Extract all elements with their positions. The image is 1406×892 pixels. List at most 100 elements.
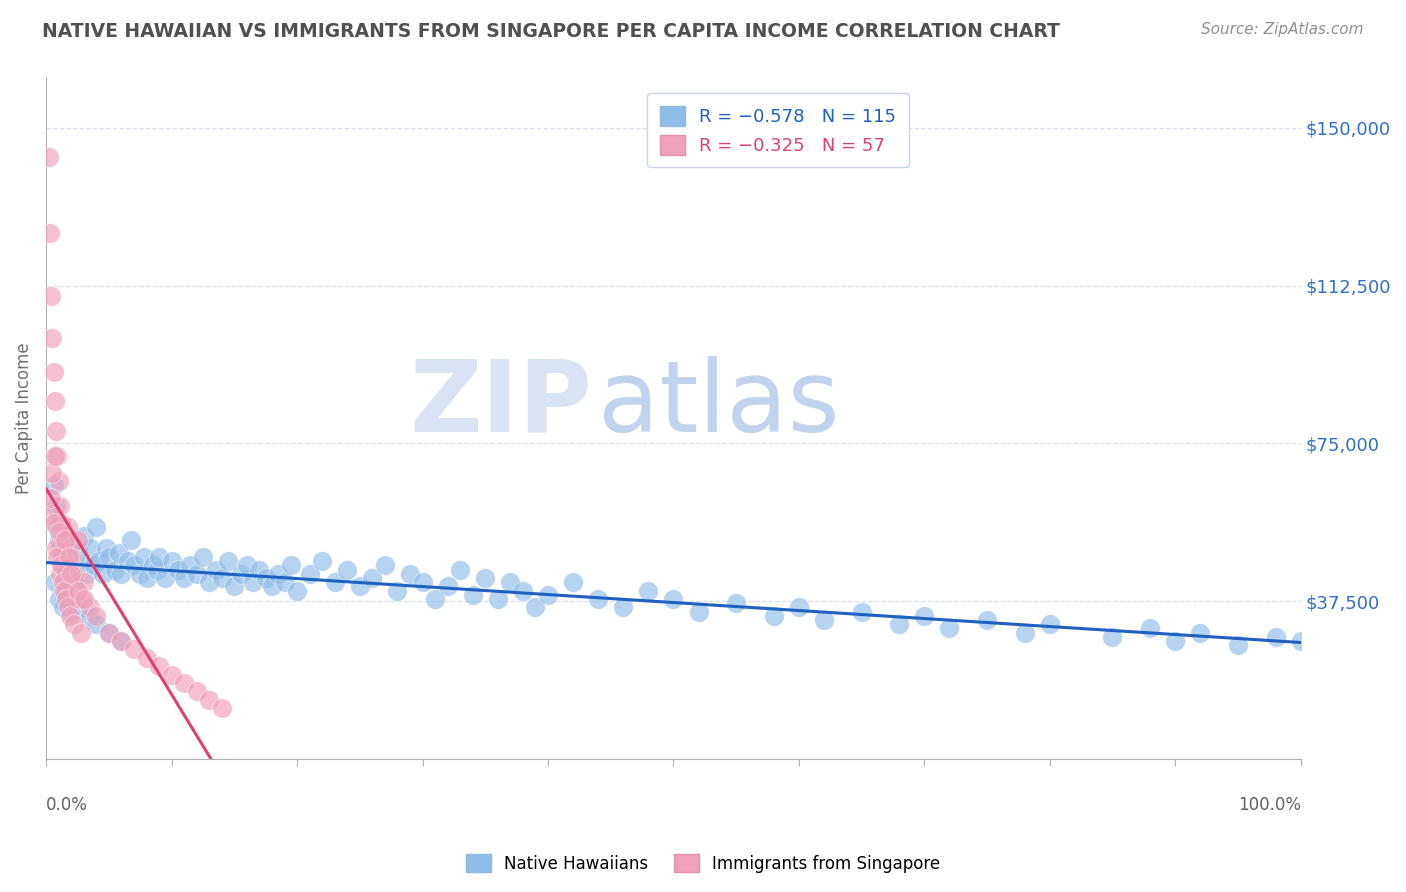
Point	[336, 562, 359, 576]
Point	[45, 500, 67, 514]
Point	[39, 508, 62, 522]
Point	[38, 150, 60, 164]
Point	[122, 558, 145, 573]
Point	[273, 575, 295, 590]
Point	[412, 575, 434, 590]
Point	[46, 449, 69, 463]
Point	[349, 579, 371, 593]
Point	[117, 554, 139, 568]
Point	[70, 591, 93, 606]
Point	[55, 554, 77, 568]
Point	[436, 579, 458, 593]
Point	[1264, 630, 1286, 644]
Point	[58, 549, 80, 564]
Point	[52, 541, 75, 556]
Text: Source: ZipAtlas.com: Source: ZipAtlas.com	[1201, 22, 1364, 37]
Point	[449, 562, 471, 576]
Text: 0.0%: 0.0%	[46, 797, 89, 814]
Point	[51, 558, 73, 573]
Point	[1139, 621, 1161, 635]
Point	[145, 562, 167, 576]
Point	[1189, 625, 1212, 640]
Point	[486, 591, 509, 606]
Point	[79, 608, 101, 623]
Point	[499, 575, 522, 590]
Point	[73, 591, 96, 606]
Point	[66, 583, 89, 598]
Point	[75, 566, 97, 581]
Point	[41, 466, 63, 480]
Point	[52, 558, 75, 573]
Point	[87, 554, 110, 568]
Point	[586, 591, 609, 606]
Point	[217, 554, 239, 568]
Point	[387, 583, 409, 598]
Point	[725, 596, 748, 610]
Point	[142, 558, 165, 573]
Point	[155, 571, 177, 585]
Point	[104, 562, 127, 576]
Point	[361, 571, 384, 585]
Point	[132, 549, 155, 564]
Point	[211, 571, 233, 585]
Point	[1289, 634, 1312, 648]
Point	[186, 566, 208, 581]
Point	[211, 701, 233, 715]
Point	[83, 558, 105, 573]
Point	[813, 613, 835, 627]
Point	[688, 605, 710, 619]
Point	[66, 533, 89, 547]
Point	[285, 583, 308, 598]
Text: atlas: atlas	[598, 356, 839, 453]
Point	[254, 571, 277, 585]
Point	[242, 575, 264, 590]
Point	[39, 491, 62, 505]
Point	[39, 289, 62, 303]
Point	[762, 608, 785, 623]
Point	[1039, 617, 1062, 632]
Point	[173, 676, 195, 690]
Point	[51, 600, 73, 615]
Point	[53, 533, 76, 547]
Point	[44, 449, 66, 463]
Point	[91, 566, 114, 581]
Point	[280, 558, 302, 573]
Point	[51, 549, 73, 564]
Point	[46, 549, 69, 564]
Point	[474, 571, 496, 585]
Point	[66, 541, 89, 556]
Point	[229, 566, 252, 581]
Point	[1164, 634, 1187, 648]
Legend: Native Hawaiians, Immigrants from Singapore: Native Hawaiians, Immigrants from Singap…	[460, 847, 946, 880]
Point	[42, 516, 65, 531]
Point	[160, 667, 183, 681]
Point	[461, 588, 484, 602]
Point	[86, 520, 108, 534]
Point	[267, 566, 290, 581]
Point	[224, 579, 246, 593]
Point	[59, 608, 82, 623]
Point	[60, 566, 83, 581]
Point	[41, 331, 63, 345]
Point	[51, 575, 73, 590]
Point	[122, 642, 145, 657]
Point	[62, 617, 84, 632]
Point	[249, 562, 271, 576]
Text: ZIP: ZIP	[409, 356, 592, 453]
Point	[179, 558, 201, 573]
Point	[58, 546, 80, 560]
Point	[49, 566, 72, 581]
Point	[121, 533, 143, 547]
Point	[912, 608, 935, 623]
Point	[512, 583, 534, 598]
Point	[59, 583, 82, 598]
Point	[1226, 638, 1249, 652]
Point	[55, 566, 77, 581]
Text: NATIVE HAWAIIAN VS IMMIGRANTS FROM SINGAPORE PER CAPITA INCOME CORRELATION CHART: NATIVE HAWAIIAN VS IMMIGRANTS FROM SINGA…	[42, 22, 1060, 41]
Point	[537, 588, 560, 602]
Point	[612, 600, 634, 615]
Point	[53, 558, 76, 573]
Point	[48, 533, 70, 547]
Point	[49, 541, 72, 556]
Point	[198, 575, 221, 590]
